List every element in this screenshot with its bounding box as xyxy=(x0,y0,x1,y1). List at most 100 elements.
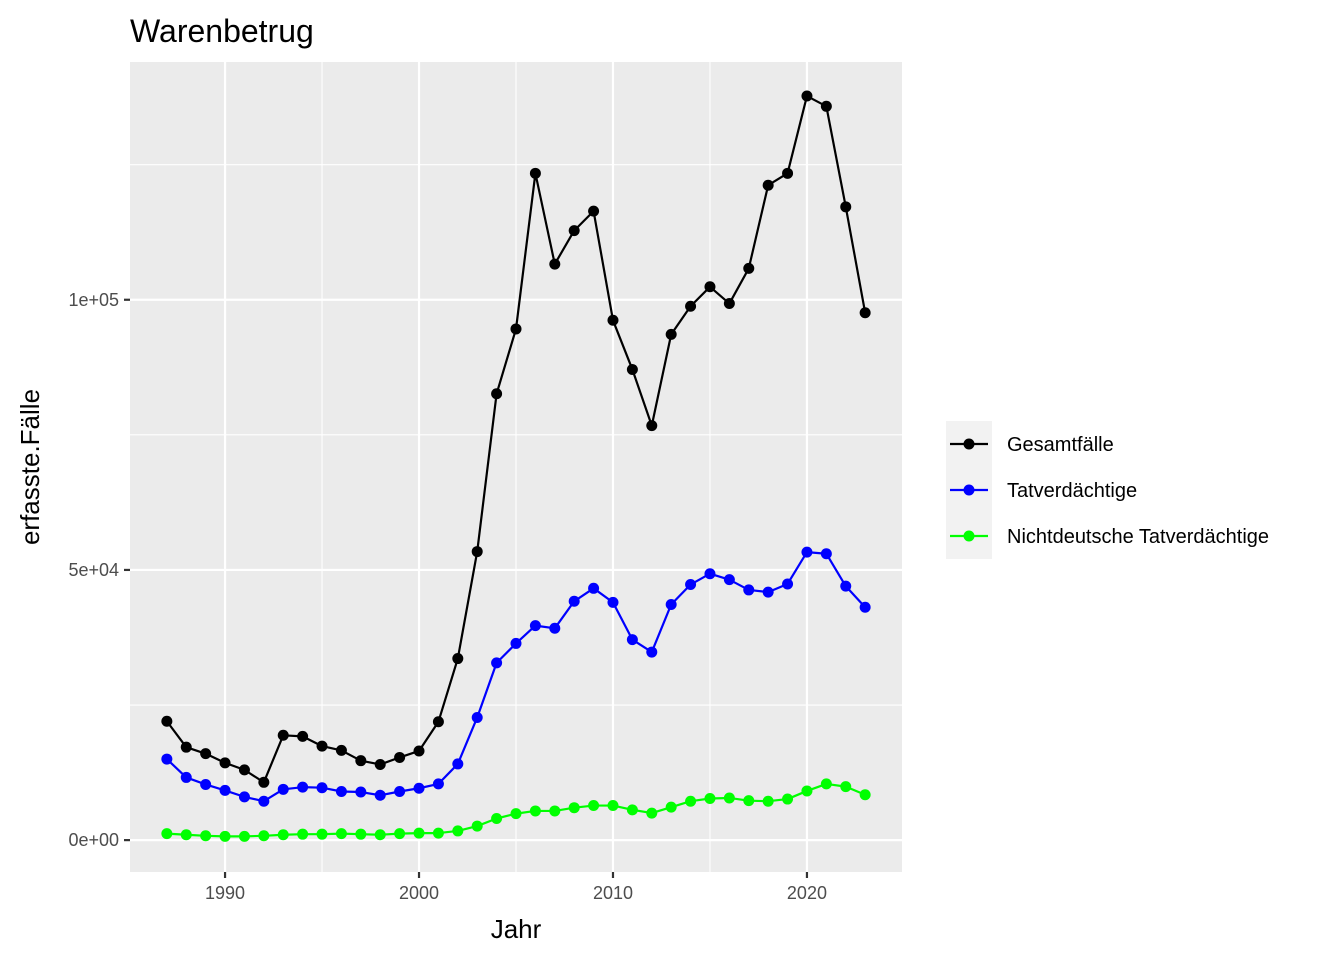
legend-key-point xyxy=(963,484,975,496)
data-point xyxy=(588,800,600,812)
data-point xyxy=(161,828,173,840)
data-point xyxy=(258,795,270,807)
legend-item-tatverdachtige: Tatverdächtige xyxy=(950,480,1137,502)
y-axis-title: erfasste.Fälle xyxy=(15,389,45,545)
data-point xyxy=(685,300,697,312)
data-point xyxy=(316,828,328,840)
data-point xyxy=(607,596,619,608)
data-point xyxy=(510,637,522,649)
data-point xyxy=(840,201,852,213)
data-point xyxy=(238,764,250,776)
data-point xyxy=(820,778,832,790)
data-point xyxy=(258,830,270,842)
data-point xyxy=(316,782,328,794)
data-point xyxy=(840,580,852,592)
data-point xyxy=(762,586,774,598)
data-point xyxy=(743,795,755,807)
major-gridlines xyxy=(130,62,902,872)
data-point xyxy=(588,205,600,217)
data-point xyxy=(200,748,212,760)
data-point xyxy=(568,225,580,237)
data-point xyxy=(820,100,832,112)
data-point xyxy=(685,579,697,591)
data-point xyxy=(743,584,755,596)
data-point xyxy=(355,828,367,840)
data-point xyxy=(665,801,677,813)
data-point xyxy=(529,805,541,817)
data-point xyxy=(801,546,813,558)
data-point xyxy=(646,646,658,658)
data-point xyxy=(335,785,347,797)
data-point xyxy=(432,716,444,728)
data-point xyxy=(626,363,638,375)
data-point xyxy=(413,745,425,757)
data-point xyxy=(646,420,658,432)
data-point xyxy=(452,758,464,770)
legend-label: Tatverdächtige xyxy=(1007,480,1137,502)
data-point xyxy=(432,827,444,839)
data-point xyxy=(277,829,289,841)
data-point xyxy=(743,262,755,274)
data-point xyxy=(529,167,541,179)
data-point xyxy=(529,620,541,632)
data-point xyxy=(491,657,503,669)
data-point xyxy=(297,828,309,840)
legend-label: Gesamtfälle xyxy=(1007,434,1114,456)
data-point xyxy=(413,782,425,794)
x-axis-title: Jahr xyxy=(491,914,542,944)
data-point xyxy=(762,795,774,807)
data-point xyxy=(316,740,328,752)
data-point xyxy=(335,744,347,756)
data-point xyxy=(161,753,173,765)
x-tick-label: 2010 xyxy=(593,883,633,903)
y-axis: 0e+00 5e+04 1e+05 xyxy=(68,290,130,850)
series-nichtdeutsche-tatverdachtige xyxy=(161,778,871,842)
data-point xyxy=(491,388,503,400)
data-point xyxy=(782,578,794,590)
data-point xyxy=(219,784,231,796)
data-point xyxy=(277,729,289,741)
y-tick-label: 0e+00 xyxy=(68,830,119,850)
data-point xyxy=(200,830,212,842)
chart-title: Warenbetrug xyxy=(130,13,314,49)
data-point xyxy=(549,258,561,270)
data-point xyxy=(374,789,386,801)
data-point xyxy=(723,574,735,586)
data-point xyxy=(859,307,871,319)
data-point xyxy=(238,830,250,842)
data-point xyxy=(723,298,735,310)
legend-label: Nichtdeutsche Tatverdächtige xyxy=(1007,526,1269,548)
data-point xyxy=(258,776,270,788)
data-point xyxy=(374,758,386,770)
data-point xyxy=(723,792,735,804)
y-tick-label: 1e+05 xyxy=(68,290,119,310)
data-point xyxy=(491,813,503,825)
data-point xyxy=(335,828,347,840)
data-point xyxy=(840,781,852,793)
data-point xyxy=(568,595,580,607)
data-point xyxy=(452,653,464,665)
data-point xyxy=(549,622,561,634)
data-point xyxy=(394,785,406,797)
data-point xyxy=(704,281,716,293)
data-point xyxy=(549,805,561,817)
data-point xyxy=(588,582,600,594)
x-tick-label: 1990 xyxy=(205,883,245,903)
data-point xyxy=(626,804,638,816)
minor-gridlines xyxy=(130,62,902,872)
data-point xyxy=(607,800,619,812)
series-tatverdachtige xyxy=(161,546,871,807)
x-axis: 1990 2000 2010 2020 xyxy=(205,872,827,903)
data-point xyxy=(355,755,367,767)
data-point xyxy=(859,601,871,613)
data-point xyxy=(782,167,794,179)
data-point xyxy=(820,548,832,560)
legend-key-point xyxy=(963,438,975,450)
data-point xyxy=(568,802,580,814)
data-point xyxy=(238,791,250,803)
data-point xyxy=(200,778,212,790)
legend: Gesamtfälle Tatverdächtige Nichtdeutsche T… xyxy=(946,421,1269,559)
data-point xyxy=(394,828,406,840)
series-gesamtfalle xyxy=(161,90,871,788)
